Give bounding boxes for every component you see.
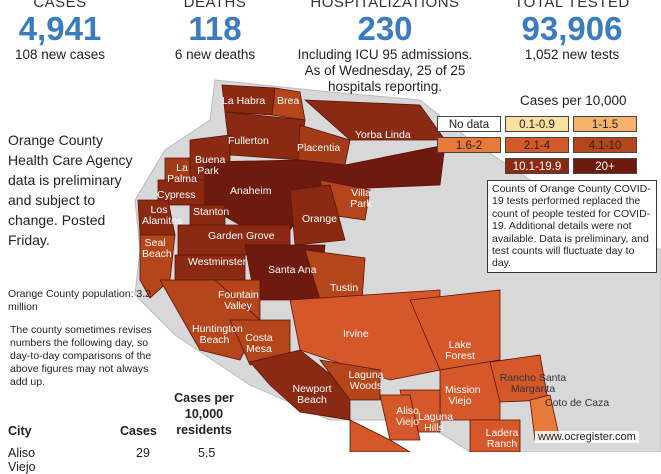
- population: Orange County population: 3.2 million: [8, 288, 152, 313]
- legend-item: 4.1-10: [573, 137, 637, 153]
- stat-label: CASES: [33, 0, 87, 11]
- city-label: La Palma: [167, 162, 197, 185]
- stat-label: DEATHS: [183, 0, 247, 11]
- city-label: Fullerton: [228, 135, 269, 147]
- stat-label: HOSPITALIZATIONS: [310, 0, 460, 11]
- city-label: Huntington Beach: [192, 323, 243, 346]
- stat-value: 93,906: [521, 10, 623, 47]
- area: [289, 184, 346, 246]
- area: [469, 419, 521, 452]
- table-cell: 29: [136, 446, 150, 460]
- city-label: Laguna Hills: [418, 411, 454, 434]
- stat-note: 1,052 new tests: [524, 47, 620, 62]
- stat-note: 108 new cases: [14, 47, 106, 62]
- map: [134, 79, 661, 452]
- area: [379, 394, 421, 441]
- stat-value: 4,941: [18, 10, 102, 47]
- legend-item: No data: [437, 116, 501, 132]
- stat-note: hospitals reporting.: [327, 79, 443, 94]
- city-label: Buena Park: [195, 154, 226, 177]
- city-label: Los Alamitos: [142, 204, 183, 227]
- stat-label: TOTAL TESTED: [514, 0, 630, 11]
- city-label: Tustin: [330, 282, 359, 294]
- city-label: Santa Ana: [268, 264, 317, 276]
- stat: HOSPITALIZATIONS 230 Including ICU 95 admi…: [290, 0, 480, 95]
- legend-item: 1-1.5: [573, 116, 637, 132]
- city-label: Yorba Linda: [355, 129, 411, 141]
- stat: TOTAL TESTED 93,906 1,052 new tests: [477, 0, 661, 63]
- city-label: La Habra: [222, 95, 266, 107]
- revision-note: The county sometimes revises numbers the…: [10, 324, 152, 388]
- area: [349, 419, 411, 452]
- city-label: Villa Park: [350, 187, 372, 210]
- city-label: Westminster: [188, 256, 247, 268]
- table-cell: 5.5: [198, 446, 216, 460]
- stat-value: 118: [188, 10, 242, 47]
- credit: www.ocregister.com: [535, 431, 639, 443]
- city-label: Mission Viejo: [445, 384, 481, 407]
- city-label: Costa Mesa: [245, 332, 273, 355]
- city-label: Cypress: [157, 189, 196, 201]
- table-header: Cases: [120, 424, 157, 438]
- city-label: Anaheim: [230, 185, 272, 197]
- stat-value: 230: [357, 10, 413, 47]
- legend-title: Cases per 10,000: [520, 93, 627, 108]
- city-label: Newport Beach: [292, 383, 332, 406]
- table-header: Cases per 10,000 residents: [174, 391, 234, 437]
- city-label: Irvine: [343, 328, 369, 340]
- city-label: Ladera Ranch: [485, 427, 519, 450]
- city-label: Rancho Santa Margarita: [499, 372, 567, 395]
- stat-note: Including ICU 95 admissions.: [297, 47, 473, 62]
- city-areas: [137, 84, 561, 452]
- city-label: Seal Beach: [142, 237, 172, 260]
- city-label: Coto de Caza: [545, 397, 610, 409]
- city-label: Stanton: [193, 206, 230, 218]
- city-label: Brea: [277, 95, 300, 107]
- test-note: Counts of Orange County COVID-19 tests p…: [487, 180, 657, 273]
- stat: DEATHS 118 6 new deaths: [120, 0, 310, 63]
- legend-item: 1.6-2: [437, 137, 501, 153]
- table-cell: Aliso Viejo: [8, 446, 36, 474]
- city-label: Aliso Viejo: [395, 405, 420, 428]
- stat-note: 6 new deaths: [174, 47, 256, 62]
- table-header: City: [8, 424, 32, 438]
- area: [289, 289, 441, 381]
- city-label: Laguna Woods: [348, 369, 384, 392]
- legend-item: 20+: [573, 158, 637, 174]
- city-label: Fountain Valley: [218, 289, 259, 312]
- stat-note: As of Wednesday, 25 of 25: [304, 63, 466, 78]
- stat: CASES 4,941 108 new cases: [0, 0, 155, 63]
- side-note: Orange County Health Care Agency data is…: [8, 132, 133, 248]
- legend-item: 10.1-19.9: [505, 158, 569, 174]
- city-label: Garden Grove: [208, 230, 275, 242]
- legend-item: 2.1-4: [505, 137, 569, 153]
- city-label: Lake Forest: [445, 339, 475, 362]
- area: [319, 359, 381, 401]
- city-label: Orange: [302, 213, 338, 225]
- city-label: Placentia: [297, 142, 341, 154]
- legend-item: 0.1-0.9: [505, 116, 569, 132]
